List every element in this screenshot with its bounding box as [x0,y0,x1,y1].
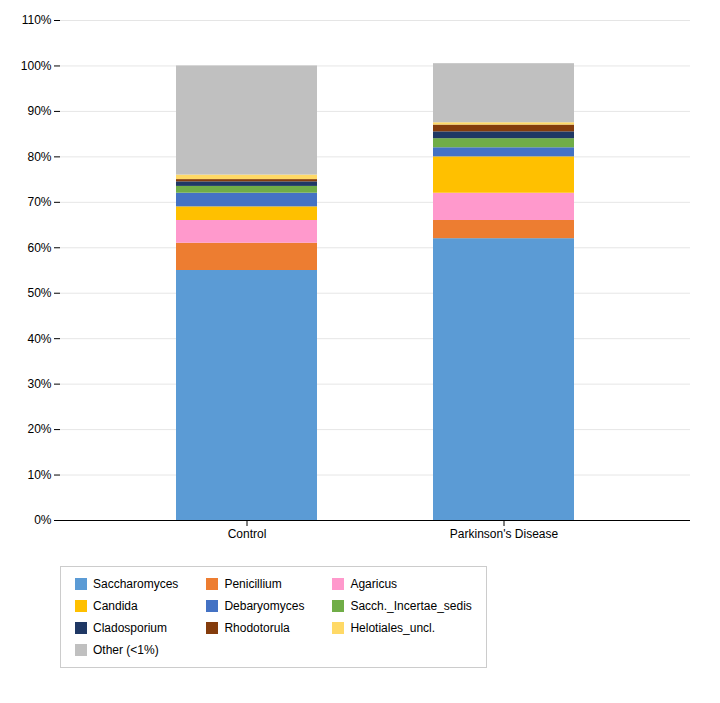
html-text:Saccharomyces: Saccharomyces [93,577,179,591]
svg-text:60%: 60% [27,241,51,255]
svg-text:70%: 70% [27,195,51,209]
svg-text:110%: 110% [22,13,52,27]
svg-text:40%: 40% [27,332,51,346]
html-text:Candida: Candida [93,599,138,613]
html-text:Sacch._Incertae_sedis: Sacch._Incertae_sedis [350,599,472,613]
svg-text:Parkinson's Disease: Parkinson's Disease [450,527,559,541]
html-text:Other (<1%): Other (<1%) [93,643,159,657]
html-text:Penicillium: Penicillium [224,577,282,591]
svg-text:20%: 20% [27,422,51,436]
svg-text:0%: 0% [34,513,52,527]
svg-text:90%: 90% [27,104,51,118]
html-text:Rhodotorula: Rhodotorula [224,621,290,635]
svg-text:80%: 80% [27,150,51,164]
svg-text:30%: 30% [27,377,51,391]
html-text:Cladosporium: Cladosporium [93,621,167,635]
html-text:Agaricus: Agaricus [350,577,398,591]
svg-text:10%: 10% [27,468,51,482]
html-text:Helotiales_uncl.: Helotiales_uncl. [350,621,436,635]
html-text:Debaryomyces: Debaryomyces [224,599,305,613]
svg-text:Control: Control [228,527,267,541]
svg-text:50%: 50% [27,286,51,300]
svg-text:100%: 100% [21,59,52,73]
